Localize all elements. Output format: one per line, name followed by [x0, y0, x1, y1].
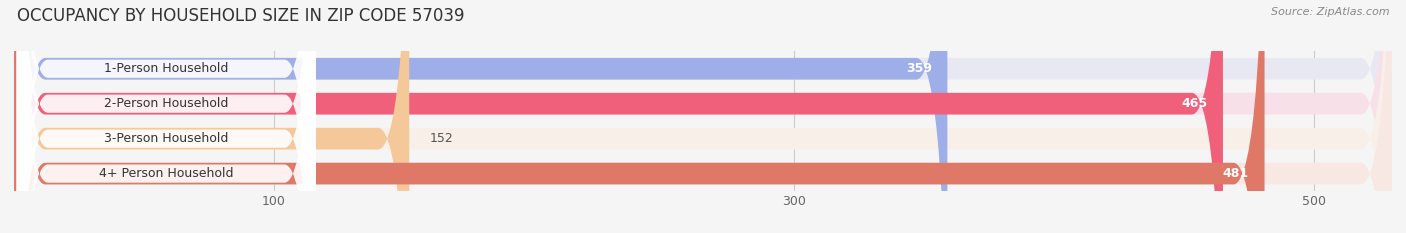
FancyBboxPatch shape	[17, 0, 315, 233]
Text: 1-Person Household: 1-Person Household	[104, 62, 228, 75]
Text: 2-Person Household: 2-Person Household	[104, 97, 228, 110]
Text: 4+ Person Household: 4+ Person Household	[98, 167, 233, 180]
FancyBboxPatch shape	[14, 0, 1264, 233]
Text: 481: 481	[1223, 167, 1249, 180]
Text: 3-Person Household: 3-Person Household	[104, 132, 228, 145]
Text: 359: 359	[905, 62, 932, 75]
FancyBboxPatch shape	[14, 0, 1392, 233]
FancyBboxPatch shape	[17, 0, 315, 233]
FancyBboxPatch shape	[17, 0, 315, 233]
FancyBboxPatch shape	[14, 0, 1392, 233]
FancyBboxPatch shape	[17, 0, 315, 233]
FancyBboxPatch shape	[14, 0, 409, 233]
FancyBboxPatch shape	[14, 0, 1392, 233]
FancyBboxPatch shape	[14, 0, 948, 233]
Text: Source: ZipAtlas.com: Source: ZipAtlas.com	[1271, 7, 1389, 17]
Text: OCCUPANCY BY HOUSEHOLD SIZE IN ZIP CODE 57039: OCCUPANCY BY HOUSEHOLD SIZE IN ZIP CODE …	[17, 7, 464, 25]
Text: 152: 152	[430, 132, 454, 145]
FancyBboxPatch shape	[14, 0, 1392, 233]
Text: 465: 465	[1181, 97, 1208, 110]
FancyBboxPatch shape	[14, 0, 1223, 233]
